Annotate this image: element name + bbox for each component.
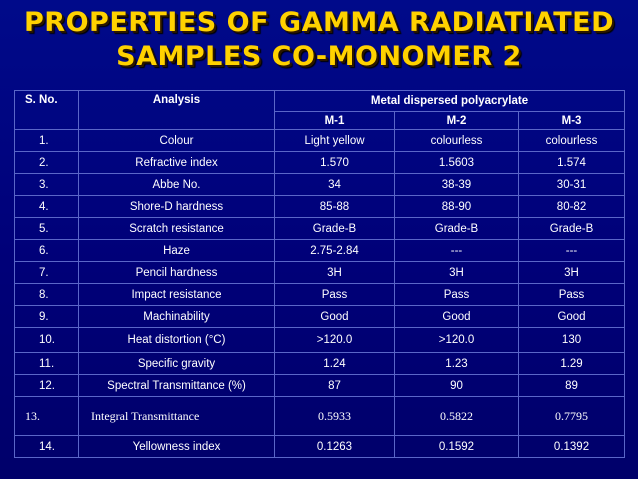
table-row: 4. Shore-D hardness 85-88 88-90 80-82 [14,195,626,218]
row-analysis: Machinability [78,305,275,328]
header-m1: M-1 [274,111,395,130]
row-no: 4. [14,195,79,218]
row-m3: Pass [517,283,626,306]
row-no: 10. [14,327,79,353]
row-no: 1. [14,129,79,152]
table-row: 3. Abbe No. 34 38-39 30-31 [14,173,626,196]
row-m1: >120.0 [274,327,395,353]
header-m3: M-3 [517,111,626,130]
row-m1: Pass [274,283,395,306]
row-analysis: Refractive index [78,151,275,174]
row-m2: 38-39 [394,173,519,196]
row-m3: 1.29 [517,352,626,375]
row-no: 7. [14,261,79,284]
table-row: 9. Machinability Good Good Good [14,305,626,328]
row-m1: 87 [274,374,395,397]
row-m3: --- [517,239,626,262]
row-m1: 1.24 [274,352,395,375]
subheader-row: M-1 M-2 M-3 [15,111,626,130]
slide-title: PROPERTIES OF GAMMA RADIATIATED SAMPLES … [0,6,638,74]
row-no: 8. [14,283,79,306]
row-m2: 0.1592 [394,435,519,458]
row-no: 11. [14,352,79,375]
row-m3: Grade-B [517,217,626,240]
row-m2: 1.23 [394,352,519,375]
header-analysis: Analysis [78,90,275,130]
row-analysis: Yellowness index [78,435,275,458]
row-m1: Grade-B [274,217,395,240]
row-no: 14. [14,435,79,458]
row-no: 5. [14,217,79,240]
row-no: 6. [14,239,79,262]
row-m2: --- [394,239,519,262]
row-analysis: Pencil hardness [78,261,275,284]
row-m2: 90 [394,374,519,397]
row-analysis: Scratch resistance [78,217,275,240]
row-m2: Grade-B [394,217,519,240]
table-row: 2. Refractive index 1.570 1.5603 1.574 [14,151,626,174]
row-analysis: Spectral Transmittance (%) [78,374,275,397]
table-row: 8. Impact resistance Pass Pass Pass [14,283,626,306]
row-m1: 1.570 [274,151,395,174]
table-row: 12. Spectral Transmittance (%) 87 90 89 [14,374,626,397]
row-no: 9. [14,305,79,328]
table-row: 14. Yellowness index 0.1263 0.1592 0.139… [14,435,626,458]
row-m2: Pass [394,283,519,306]
table-row: 11. Specific gravity 1.24 1.23 1.29 [14,352,626,375]
row-m1: 0.1263 [274,435,395,458]
row-m1: Good [274,305,395,328]
row-m3: 0.1392 [517,435,626,458]
row-no: 12. [14,374,79,397]
header-group: Metal dispersed polyacrylate [273,90,626,112]
table-row: 5. Scratch resistance Grade-B Grade-B Gr… [14,217,626,240]
row-analysis: Heat distortion (°C) [78,327,275,353]
row-m2: Good [394,305,519,328]
row-m2: colourless [394,129,519,152]
row-m3: 1.574 [517,151,626,174]
table-row: 13. Integral Transmittance 0.5933 0.5822… [14,396,626,436]
row-m3: 80-82 [517,195,626,218]
row-m3: Good [517,305,626,328]
row-m3: 89 [517,374,626,397]
row-m2: >120.0 [394,327,519,353]
header-row: S. No. Analysis Metal dispersed polyacry… [14,90,626,130]
table-row: 7. Pencil hardness 3H 3H 3H [14,261,626,284]
row-analysis: Colour [78,129,275,152]
row-m1: 0.5933 [274,396,395,436]
row-no: 13. [14,396,79,436]
row-m1: 2.75-2.84 [274,239,395,262]
header-m2: M-2 [394,111,519,130]
row-m3: colourless [517,129,626,152]
table-row: 10. Heat distortion (°C) >120.0 >120.0 1… [14,327,626,353]
row-m1: 34 [274,173,395,196]
row-analysis: Abbe No. [78,173,275,196]
row-m3: 30-31 [517,173,626,196]
row-no: 3. [14,173,79,196]
header-sno: S. No. [14,90,79,130]
table-row: 6. Haze 2.75-2.84 --- --- [14,239,626,262]
row-m2: 1.5603 [394,151,519,174]
row-m2: 0.5822 [394,396,519,436]
row-m1: Light yellow [274,129,395,152]
row-m1: 85-88 [274,195,395,218]
row-m1: 3H [274,261,395,284]
row-m3: 3H [517,261,626,284]
row-analysis: Shore-D hardness [78,195,275,218]
row-analysis: Specific gravity [78,352,275,375]
row-m2: 3H [394,261,519,284]
row-m3: 0.7795 [517,396,626,436]
row-no: 2. [14,151,79,174]
row-analysis: Impact resistance [78,283,275,306]
properties-table: S. No. Analysis Metal dispersed polyacry… [14,90,626,458]
title-line-2: SAMPLES CO-MONOMER 2 [116,41,522,72]
row-analysis: Integral Transmittance [78,396,275,436]
row-m2: 88-90 [394,195,519,218]
row-analysis: Haze [78,239,275,262]
row-m3: 130 [517,327,626,353]
table-row: 1. Colour Light yellow colourless colour… [14,129,626,152]
title-line-1: PROPERTIES OF GAMMA RADIATIATED [24,7,614,38]
